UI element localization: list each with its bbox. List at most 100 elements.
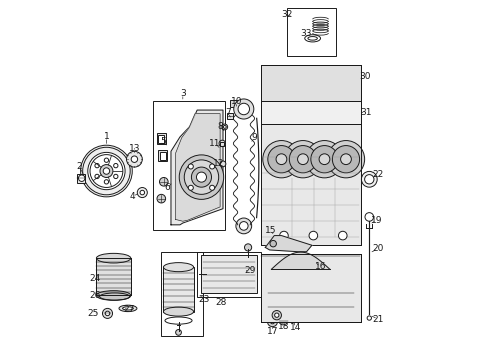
Text: 17: 17 (266, 327, 278, 336)
Circle shape (126, 151, 142, 167)
Ellipse shape (96, 253, 131, 263)
Circle shape (308, 231, 317, 240)
Text: 8: 8 (217, 122, 223, 131)
Bar (96, 258, 131, 296)
Bar (260, 101, 360, 244)
Circle shape (95, 174, 99, 179)
Circle shape (88, 152, 125, 190)
Text: 3: 3 (180, 89, 185, 98)
Circle shape (274, 313, 278, 318)
Circle shape (238, 103, 249, 115)
Circle shape (196, 172, 206, 182)
Circle shape (222, 124, 227, 130)
Bar (160, 152, 165, 159)
Text: 18: 18 (277, 322, 288, 331)
Circle shape (137, 188, 147, 198)
Circle shape (175, 329, 181, 335)
Circle shape (188, 185, 193, 190)
Bar (260, 101, 360, 125)
Circle shape (233, 99, 253, 119)
Circle shape (103, 168, 109, 174)
Circle shape (100, 165, 113, 177)
Circle shape (81, 145, 132, 197)
Text: 14: 14 (289, 323, 301, 332)
Circle shape (278, 316, 287, 325)
Circle shape (276, 154, 286, 165)
Circle shape (284, 140, 321, 178)
Circle shape (191, 167, 211, 187)
Polygon shape (265, 235, 311, 252)
Text: 12: 12 (213, 159, 224, 168)
Text: 15: 15 (264, 226, 276, 235)
Text: 2: 2 (76, 162, 81, 171)
Circle shape (279, 231, 287, 240)
Bar (260, 253, 360, 321)
Bar (158, 150, 167, 161)
Text: 30: 30 (358, 72, 369, 81)
Circle shape (131, 156, 137, 162)
Bar (77, 174, 84, 183)
Circle shape (366, 316, 371, 320)
Circle shape (364, 175, 373, 184)
Circle shape (269, 240, 276, 247)
Circle shape (157, 194, 165, 203)
Text: 4: 4 (129, 192, 135, 201)
Circle shape (184, 160, 218, 194)
Circle shape (239, 222, 247, 230)
Bar (227, 113, 233, 119)
Text: 24: 24 (89, 274, 100, 283)
Circle shape (188, 164, 193, 169)
Circle shape (297, 154, 308, 165)
Text: 27: 27 (123, 305, 134, 314)
Text: 9: 9 (251, 133, 257, 142)
Text: 7: 7 (225, 108, 231, 117)
Circle shape (209, 164, 214, 169)
Circle shape (340, 154, 351, 165)
Circle shape (219, 140, 225, 147)
Circle shape (113, 163, 118, 168)
Text: 10: 10 (230, 97, 242, 106)
Circle shape (104, 180, 108, 184)
Text: 26: 26 (89, 291, 100, 300)
Circle shape (159, 177, 168, 186)
Bar (220, 141, 224, 146)
Text: 6: 6 (164, 183, 170, 192)
Circle shape (223, 126, 226, 129)
Ellipse shape (163, 307, 193, 316)
Bar (153, 101, 224, 230)
Text: 23: 23 (198, 294, 209, 303)
Circle shape (338, 231, 346, 240)
Text: 1: 1 (103, 132, 109, 141)
Text: 19: 19 (370, 216, 382, 225)
Bar (260, 65, 360, 101)
Text: 11: 11 (209, 139, 221, 148)
Bar (286, 8, 335, 56)
Bar (161, 252, 203, 336)
Circle shape (179, 155, 223, 199)
Text: 25: 25 (87, 309, 99, 318)
Text: 32: 32 (281, 10, 292, 19)
Text: 33: 33 (300, 29, 311, 38)
Circle shape (104, 158, 108, 162)
Circle shape (78, 175, 85, 181)
Ellipse shape (122, 307, 133, 310)
Bar (163, 267, 193, 312)
Circle shape (95, 163, 99, 168)
Circle shape (270, 319, 274, 324)
Circle shape (305, 140, 343, 178)
Circle shape (332, 145, 359, 173)
Bar (266, 104, 354, 122)
Polygon shape (271, 252, 329, 269)
Bar (201, 255, 257, 293)
Text: 20: 20 (371, 244, 383, 253)
Circle shape (140, 190, 144, 195)
Ellipse shape (163, 263, 193, 272)
Ellipse shape (96, 291, 131, 300)
Circle shape (310, 145, 337, 173)
Polygon shape (171, 110, 223, 225)
Text: 16: 16 (314, 262, 325, 271)
Circle shape (361, 171, 376, 187)
Bar (269, 67, 351, 97)
Circle shape (220, 161, 225, 167)
Text: 31: 31 (359, 108, 371, 117)
